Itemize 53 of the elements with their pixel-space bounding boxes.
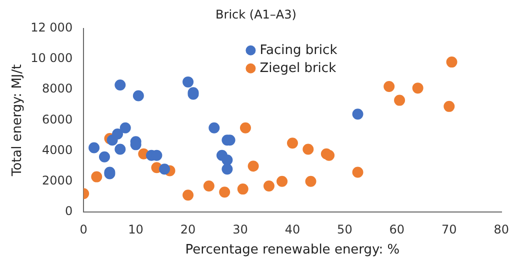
x-tick-label: 70: [442, 222, 457, 236]
point: [222, 154, 233, 166]
point: [305, 176, 316, 187]
point: [352, 108, 364, 120]
x-tick-label: 80: [494, 222, 510, 236]
point: [222, 164, 233, 175]
point: [248, 160, 259, 172]
y-tick-label: 0: [64, 204, 73, 218]
x-tick-label: 30: [232, 222, 248, 236]
x-tick-label: 20: [180, 222, 196, 236]
point: [446, 56, 458, 68]
point: [132, 90, 144, 102]
point: [120, 122, 131, 134]
y-tick-label: 8000: [42, 82, 73, 96]
point: [203, 180, 214, 192]
point: [286, 138, 298, 149]
point: [302, 144, 314, 155]
y-axis-title: Total energy: MJ/t: [10, 64, 26, 178]
point: [324, 150, 335, 161]
point: [114, 144, 126, 155]
point: [237, 184, 248, 195]
point: [444, 100, 455, 112]
legend-label: Facing brick: [260, 42, 338, 58]
x-tick-label: 50: [337, 222, 352, 236]
point: [91, 171, 102, 182]
point: [182, 76, 194, 88]
chart-title: Brick (A1–A3): [216, 7, 296, 22]
point: [112, 128, 124, 140]
y-tick-label: 10 000: [30, 51, 73, 66]
x-tick-label: 0: [80, 222, 88, 236]
point: [114, 80, 126, 91]
x-tick-label: 60: [389, 222, 405, 236]
point: [240, 122, 251, 134]
point: [159, 164, 170, 175]
point: [182, 190, 194, 201]
point: [263, 180, 274, 192]
x-tick-label: 10: [128, 222, 144, 236]
y-tick-label: 12 000: [30, 20, 73, 35]
point: [384, 81, 395, 92]
point: [412, 82, 424, 94]
x-axis-title: Percentage renewable energy: %: [185, 242, 400, 258]
point: [88, 142, 100, 154]
y-tick-label: 6000: [42, 112, 73, 126]
x-tick-label: 40: [284, 222, 300, 236]
point: [208, 122, 220, 134]
point: [219, 186, 230, 198]
y-tick-label: 4000: [42, 142, 73, 157]
legend-label: Ziegel brick: [260, 60, 337, 76]
point: [276, 176, 288, 187]
y-tick-label: 2000: [42, 174, 73, 188]
point: [98, 151, 110, 162]
point: [352, 166, 364, 178]
point: [394, 94, 406, 106]
